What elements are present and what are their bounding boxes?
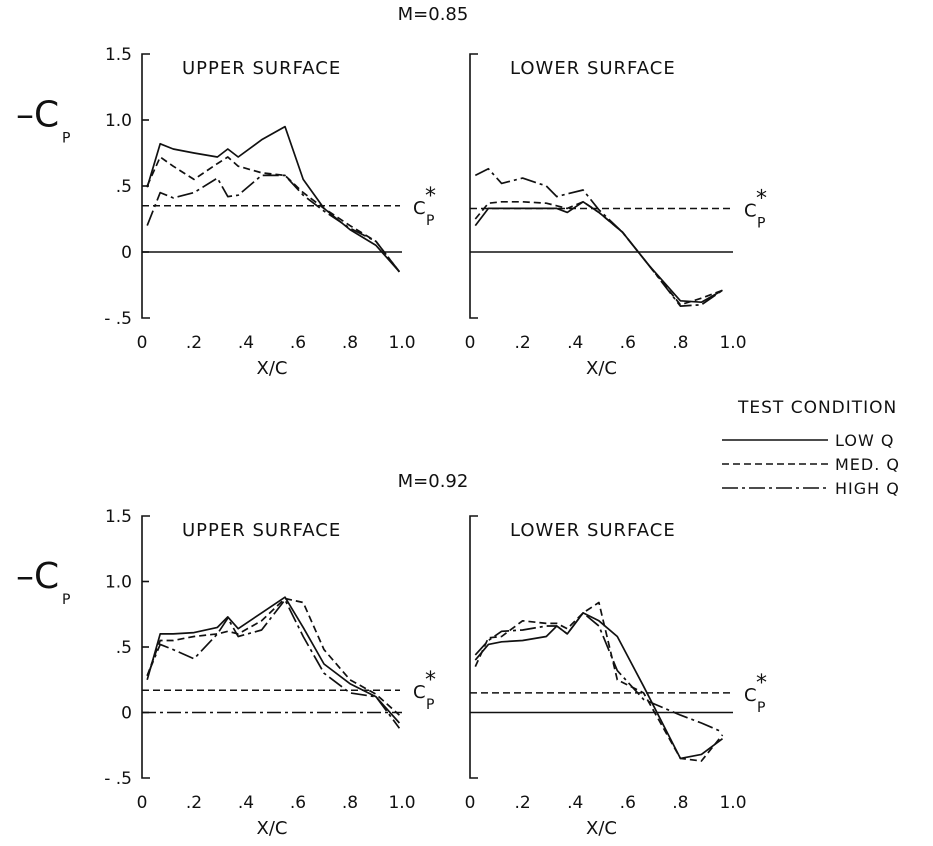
surface-title: UPPER SURFACE <box>182 520 341 541</box>
cp-star-label: C <box>744 685 757 706</box>
series-med-q <box>474 601 724 762</box>
y-tick-label: 1.5 <box>105 45 132 65</box>
x-tick-label: 1.0 <box>388 793 415 813</box>
chart-panel-2: LOWER SURFACE 0 .2 .4 .6 .8 1.0 X/C CP * <box>465 53 767 379</box>
x-tick-label: .6 <box>290 333 306 353</box>
series-med-q <box>474 200 723 306</box>
y-axis-label: –C <box>16 95 59 136</box>
legend-label: HIGH Q <box>835 479 900 498</box>
surface-title: LOWER SURFACE <box>510 520 676 541</box>
cp-star-label: C <box>413 682 426 703</box>
legend-label: LOW Q <box>835 431 894 450</box>
cp-star-label: C <box>744 200 757 221</box>
x-tick-label: .2 <box>186 793 202 813</box>
x-tick-label: .4 <box>567 793 583 813</box>
x-tick-label: 0 <box>137 333 148 353</box>
y-tick-label: 1.0 <box>105 573 132 593</box>
legend-label: MED. Q <box>835 455 900 474</box>
series-low-q <box>474 200 723 304</box>
x-tick-label: 0 <box>465 333 476 353</box>
series-low-q <box>146 125 401 273</box>
y-tick-label: - .5 <box>104 769 132 789</box>
x-tick-label: 1.0 <box>719 793 746 813</box>
legend-items: LOW Q MED. Q HIGH Q <box>722 431 900 498</box>
cp-star-asterisk: * <box>756 671 767 696</box>
x-tick-label: 0 <box>137 793 148 813</box>
x-tick-label: .2 <box>514 333 530 353</box>
x-tick-label: .4 <box>238 793 254 813</box>
y-axis <box>469 515 478 779</box>
mach-title: M=0.85 <box>398 4 469 25</box>
series-low-q <box>146 596 401 724</box>
series-low-q <box>474 612 724 760</box>
y-axis-label-subscript: P <box>62 592 70 608</box>
cp-star-label-subscript: P <box>757 215 765 231</box>
x-tick-label: 0 <box>465 793 476 813</box>
cp-star-label: C <box>413 198 426 219</box>
y-tick-label: 1.0 <box>105 111 132 131</box>
x-axis-label: X/C <box>586 818 617 839</box>
x-tick-label: .8 <box>342 793 358 813</box>
x-axis-label: X/C <box>586 358 617 379</box>
cp-star-asterisk: * <box>425 668 436 693</box>
cp-star-asterisk: * <box>425 184 436 209</box>
x-tick-label: .6 <box>620 333 636 353</box>
cp-star-label-subscript: P <box>426 697 434 713</box>
surface-title: LOWER SURFACE <box>510 58 676 79</box>
series-med-q <box>146 156 401 273</box>
mach-title: M=0.92 <box>398 471 469 492</box>
y-tick-label: 0 <box>121 704 132 724</box>
x-axis-label: X/C <box>257 818 288 839</box>
y-tick-label: 0 <box>121 243 132 263</box>
legend: TEST CONDITION LOW Q MED. Q HIGH Q <box>722 398 900 498</box>
x-tick-label: 1.0 <box>388 333 415 353</box>
x-tick-label: 1.0 <box>719 333 746 353</box>
chart-panel-4: LOWER SURFACE 0 .2 .4 .6 .8 1.0 X/C CP * <box>465 515 767 839</box>
y-tick-label: - .5 <box>104 309 132 329</box>
x-tick-label: .4 <box>567 333 583 353</box>
series-high-q <box>474 612 723 733</box>
series-high-q <box>474 167 723 307</box>
x-tick-label: .8 <box>672 793 688 813</box>
x-tick-label: .6 <box>290 793 306 813</box>
y-axis-label-subscript: P <box>62 131 70 147</box>
y-axis-label: –C <box>16 556 59 597</box>
cp-star-asterisk: * <box>756 186 767 211</box>
series-high-q <box>146 174 401 273</box>
y-axis <box>469 53 478 319</box>
legend-title: TEST CONDITION <box>737 398 897 418</box>
cp-star-label-subscript: P <box>426 213 434 229</box>
y-tick-label: 1.5 <box>105 507 132 527</box>
x-tick-label: .2 <box>186 333 202 353</box>
cp-star-label-subscript: P <box>757 700 765 716</box>
series-med-q <box>146 597 400 716</box>
series-high-q <box>146 598 401 729</box>
x-tick-label: .4 <box>238 333 254 353</box>
x-tick-label: .6 <box>620 793 636 813</box>
x-tick-label: .8 <box>672 333 688 353</box>
x-axis-label: X/C <box>257 358 288 379</box>
surface-title: UPPER SURFACE <box>182 58 341 79</box>
y-tick-label: .5 <box>116 638 132 658</box>
x-tick-label: .8 <box>342 333 358 353</box>
x-tick-label: .2 <box>514 793 530 813</box>
y-tick-label: .5 <box>116 177 132 197</box>
